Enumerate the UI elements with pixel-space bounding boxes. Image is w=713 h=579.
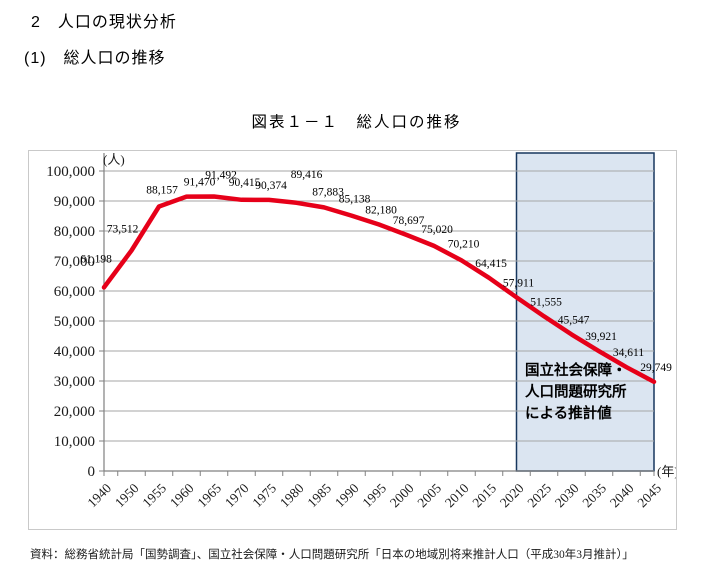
x-axis-label-1975: 1975: [249, 480, 279, 510]
data-label-2035: 39,921: [585, 331, 617, 343]
y-axis-label: 10,000: [54, 434, 95, 450]
x-axis-label-1995: 1995: [359, 480, 389, 510]
data-label-1975: 90,374: [255, 180, 287, 192]
projection-note-line: 人口問題研究所: [525, 383, 627, 401]
data-label-2000: 78,697: [393, 215, 425, 227]
y-axis-label: 80,000: [54, 224, 95, 240]
y-axis-label: 40,000: [54, 344, 95, 360]
data-label-1950: 73,512: [107, 223, 139, 235]
data-label-1980: 89,416: [291, 169, 323, 181]
x-axis-label-2030: 2030: [552, 480, 582, 510]
y-axis-label: 0: [88, 464, 96, 480]
data-label-1995: 82,180: [365, 204, 397, 216]
data-label-2005: 75,020: [421, 224, 453, 236]
data-label-1940: 61,198: [80, 253, 112, 265]
x-axis-label-1940: 1940: [84, 480, 114, 510]
data-label-2010: 70,210: [448, 238, 480, 250]
data-label-2045: 29,749: [640, 362, 672, 374]
y-axis-label: 70,000: [54, 254, 95, 270]
data-label-1990: 85,138: [339, 194, 371, 206]
population-chart: 0 10,000 20,000 30,000 40,000 50,000 60,000 70,…: [28, 150, 677, 530]
data-label-1960: 91,470: [184, 177, 216, 189]
x-axis-label-2005: 2005: [414, 480, 444, 510]
x-axis-label-1950: 1950: [112, 480, 142, 510]
source-note: 資料：総務省統計局「国勢調査」、国立社会保障・人口問題研究所「日本の地域別将来推…: [30, 549, 634, 561]
x-axis-label-1960: 1960: [167, 480, 197, 510]
x-axis-label-2040: 2040: [607, 480, 637, 510]
y-axis-label: 30,000: [54, 374, 95, 390]
y-axis-label: 20,000: [54, 404, 95, 420]
data-label-2020: 57,911: [503, 277, 534, 289]
x-axis-label-2015: 2015: [469, 480, 499, 510]
x-axis-label-2020: 2020: [497, 480, 527, 510]
y-axis-label: 100,000: [46, 164, 95, 180]
data-label-2030: 45,547: [558, 314, 590, 326]
data-label-2025: 51,555: [530, 296, 562, 308]
data-label-1985: 87,883: [312, 186, 344, 198]
x-unit-label: (年): [657, 464, 676, 479]
x-axis-label-2045: 2045: [634, 480, 664, 510]
data-label-2040: 34,611: [613, 347, 644, 359]
y-unit-label: (人): [103, 152, 125, 167]
data-label-1955: 88,157: [146, 185, 178, 197]
x-axis-label-1955: 1955: [139, 480, 169, 510]
chart-canvas: 0 10,000 20,000 30,000 40,000 50,000 60,000 70,…: [46, 152, 676, 510]
data-label-1970: 90,415: [229, 177, 261, 189]
x-axis-label-2035: 2035: [579, 480, 609, 510]
x-axis-label-1980: 1980: [277, 480, 307, 510]
x-axis-label-2025: 2025: [524, 480, 554, 510]
y-axis-label: 90,000: [54, 194, 95, 210]
data-label-2015: 64,415: [475, 258, 507, 270]
x-axis-label-1965: 1965: [194, 480, 224, 510]
x-axis-label-1970: 1970: [222, 480, 252, 510]
subsection-heading: (1) 総人口の推移: [24, 50, 166, 67]
section-heading: 2 人口の現状分析: [31, 14, 177, 31]
x-axis-label-1990: 1990: [332, 480, 362, 510]
projection-note-line: 国立社会保障・: [525, 361, 627, 379]
projection-note-line: による推計値: [525, 404, 612, 422]
x-axis-label-2010: 2010: [442, 480, 472, 510]
chart-title: 図表１－１ 総人口の推移: [251, 114, 462, 131]
x-axis-label-1985: 1985: [304, 480, 334, 510]
data-label-1965: 91,492: [205, 170, 237, 182]
x-axis-label-2000: 2000: [387, 480, 417, 510]
population-line: [101, 194, 657, 385]
y-axis-label: 60,000: [54, 284, 95, 300]
y-axis-label: 50,000: [54, 314, 95, 330]
